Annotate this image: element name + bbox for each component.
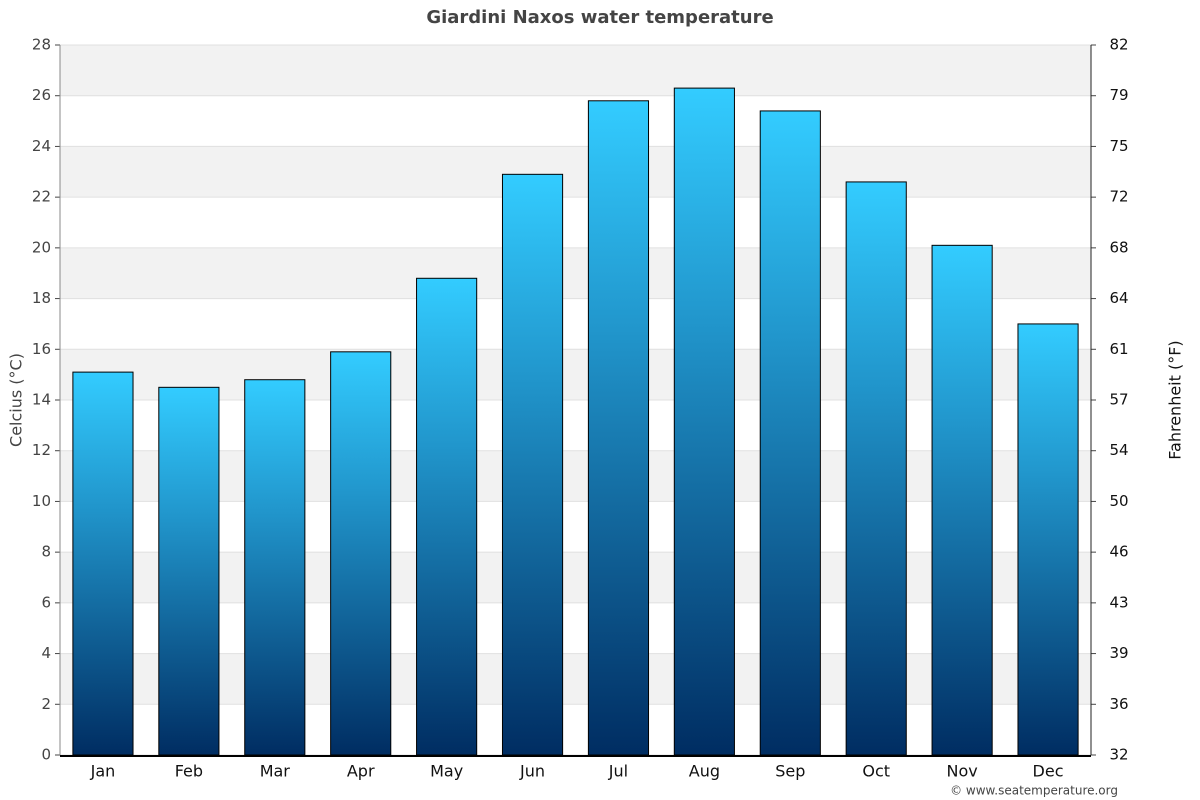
y-tick-label: 6 — [41, 593, 51, 611]
y-tick-label: 26 — [32, 86, 51, 104]
bar — [673, 87, 735, 756]
x-tick-label: Oct — [862, 762, 890, 781]
y2-tick-label: 79 — [1109, 86, 1128, 104]
y2-tick-label: 75 — [1109, 137, 1128, 155]
y2-tick-label: 50 — [1109, 492, 1128, 510]
grid-band — [60, 45, 1091, 96]
y2-tick-label: 82 — [1109, 36, 1128, 54]
x-tick-label: Jan — [90, 762, 116, 781]
y-tick-label: 14 — [32, 391, 51, 409]
bar — [72, 371, 134, 756]
y2-tick-label: 61 — [1109, 340, 1128, 358]
y2-tick-label: 36 — [1109, 695, 1128, 713]
x-tick-label: Jul — [608, 762, 628, 781]
y-tick-label: 18 — [32, 289, 51, 307]
y-tick-label: 20 — [32, 238, 51, 256]
y-tick-label: 8 — [41, 543, 51, 561]
y2-tick-label: 64 — [1109, 289, 1128, 307]
y-tick-label: 28 — [32, 36, 51, 54]
bar — [845, 181, 907, 756]
y-tick-label: 22 — [32, 188, 51, 206]
credit: © www.seatemperature.org — [950, 784, 1118, 798]
bar — [759, 110, 821, 756]
x-tick-label: Sep — [775, 762, 805, 781]
y2-tick-label: 43 — [1109, 593, 1128, 611]
y-tick-label: 10 — [32, 492, 51, 510]
x-tick-label: Dec — [1033, 762, 1064, 781]
grid-band — [60, 552, 1091, 603]
bar — [416, 277, 478, 756]
y-tick-label: 2 — [41, 695, 51, 713]
bar — [587, 100, 650, 756]
bar — [158, 386, 220, 756]
y-tick-label: 12 — [32, 441, 51, 459]
grid-band — [60, 247, 1091, 299]
y2-tick-label: 68 — [1109, 238, 1128, 256]
bar — [1017, 323, 1079, 756]
bar — [244, 379, 306, 756]
y-tick-label: 16 — [32, 340, 51, 358]
x-tick-label: Feb — [175, 762, 203, 781]
y2-tick-label: 54 — [1109, 441, 1128, 459]
x-tick-label: Jun — [519, 762, 545, 781]
x-tick-label: Mar — [260, 762, 291, 781]
y-tick-label: 0 — [41, 746, 51, 764]
bar — [330, 351, 392, 756]
y-tick-label: 4 — [41, 644, 51, 662]
y-tick-label: 24 — [32, 137, 51, 155]
grid-band — [60, 349, 1091, 400]
y2-tick-label: 32 — [1109, 746, 1128, 764]
x-tick-label: May — [430, 762, 463, 781]
grid-band — [60, 450, 1091, 502]
grid-band — [60, 146, 1091, 198]
chart-title: Giardini Naxos water temperature — [426, 7, 773, 28]
x-tick-label: Apr — [347, 762, 375, 781]
grid-band — [60, 653, 1091, 705]
y2-tick-label: 72 — [1109, 188, 1128, 206]
x-tick-label: Nov — [947, 762, 978, 781]
y2-tick-label: 46 — [1109, 543, 1128, 561]
x-tick-label: Aug — [689, 762, 720, 781]
y2-axis-label: Fahrenheit (°F) — [1166, 340, 1185, 459]
y2-tick-label: 39 — [1109, 644, 1128, 662]
bar — [501, 173, 564, 756]
bar — [931, 244, 993, 756]
y2-tick-label: 57 — [1109, 391, 1128, 409]
y-axis-label: Celcius (°C) — [7, 353, 26, 447]
